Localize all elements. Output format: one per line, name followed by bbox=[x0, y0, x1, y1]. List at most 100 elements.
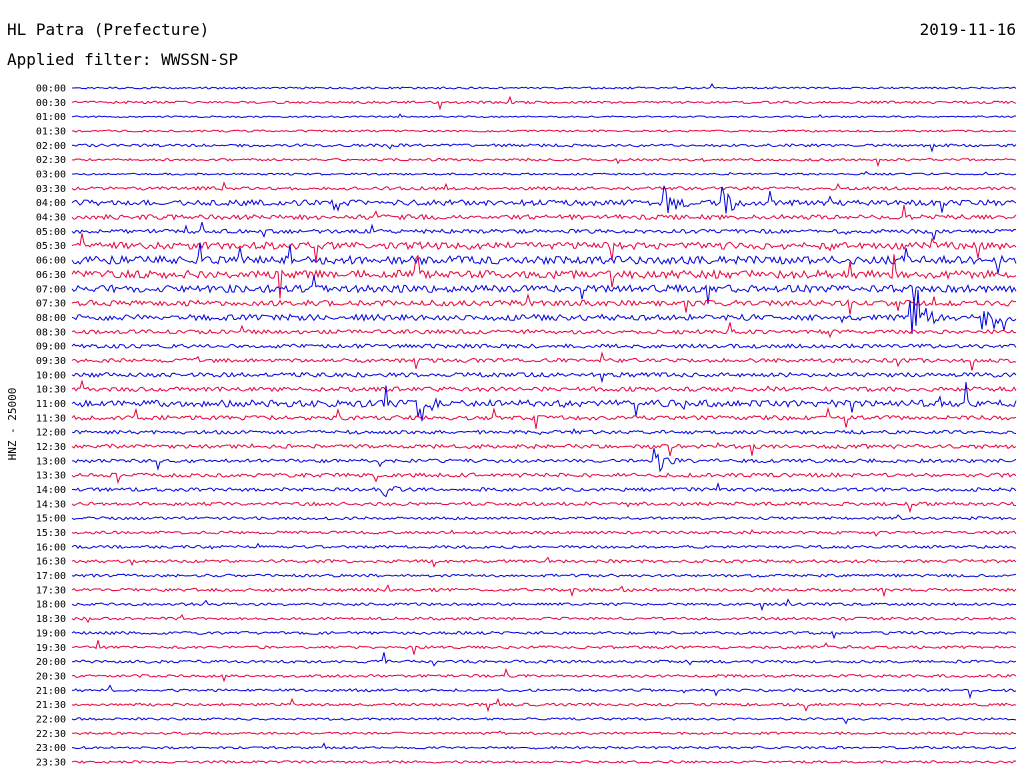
seismic-trace bbox=[71, 170, 1017, 176]
time-label: 07:00 bbox=[36, 284, 66, 295]
time-label: 16:00 bbox=[36, 542, 66, 553]
time-label: 09:30 bbox=[36, 356, 66, 367]
time-label: 13:00 bbox=[36, 456, 66, 467]
time-label: 17:00 bbox=[36, 571, 66, 582]
seismic-trace bbox=[71, 573, 1017, 578]
time-label: 00:30 bbox=[36, 98, 66, 109]
time-label: 03:00 bbox=[36, 170, 66, 181]
time-label: 01:00 bbox=[36, 112, 66, 123]
filter-label: Applied filter: WWSSN-SP bbox=[7, 50, 239, 69]
seismic-trace bbox=[71, 667, 1017, 683]
time-label: 14:30 bbox=[36, 499, 66, 510]
time-label: 21:30 bbox=[36, 700, 66, 711]
time-label: 23:00 bbox=[36, 743, 66, 754]
seismic-trace bbox=[71, 684, 1017, 700]
time-label: 18:30 bbox=[36, 614, 66, 625]
seismic-trace bbox=[71, 556, 1017, 568]
station-title: HL Patra (Prefecture) bbox=[7, 20, 210, 39]
seismic-trace bbox=[71, 529, 1017, 537]
seismic-trace bbox=[71, 406, 1017, 429]
time-label: 14:00 bbox=[36, 485, 66, 496]
seismic-trace bbox=[71, 185, 1017, 214]
seismic-trace bbox=[71, 275, 1017, 304]
seismic-trace bbox=[71, 221, 1017, 240]
seismic-trace bbox=[71, 448, 1017, 473]
seismic-trace bbox=[71, 322, 1017, 339]
seismic-trace bbox=[71, 379, 1017, 393]
time-label: 04:00 bbox=[36, 198, 66, 209]
time-label: 07:30 bbox=[36, 299, 66, 310]
time-label: 19:30 bbox=[36, 643, 66, 654]
seismic-trace bbox=[71, 472, 1017, 485]
seismic-trace bbox=[71, 242, 1017, 274]
time-label: 15:30 bbox=[36, 528, 66, 539]
time-label: 10:30 bbox=[36, 385, 66, 396]
seismic-trace bbox=[71, 542, 1016, 550]
time-label: 05:30 bbox=[36, 241, 66, 252]
time-label: 22:00 bbox=[36, 714, 66, 725]
time-label: 05:00 bbox=[36, 227, 66, 238]
seismic-trace bbox=[71, 289, 1017, 335]
time-label: 09:00 bbox=[36, 342, 66, 353]
time-label: 19:00 bbox=[36, 628, 66, 639]
time-label: 04:30 bbox=[36, 213, 66, 224]
seismic-trace bbox=[71, 584, 1017, 598]
seismic-trace bbox=[72, 640, 1017, 655]
time-label: 12:00 bbox=[36, 428, 66, 439]
seismic-trace bbox=[71, 630, 1017, 640]
time-label: 06:30 bbox=[36, 270, 66, 281]
time-label: 00:00 bbox=[36, 84, 66, 95]
time-label: 08:30 bbox=[36, 327, 66, 338]
seismic-trace bbox=[71, 129, 1017, 133]
time-label: 08:00 bbox=[36, 313, 66, 324]
time-label: 02:30 bbox=[36, 155, 66, 166]
seismic-trace bbox=[71, 501, 1016, 514]
seismic-trace bbox=[71, 697, 1017, 713]
time-label: 06:00 bbox=[36, 256, 66, 267]
time-label: 11:00 bbox=[36, 399, 66, 410]
seismic-trace bbox=[71, 514, 1017, 521]
seismic-trace bbox=[71, 95, 1017, 111]
seismic-trace bbox=[71, 614, 1017, 624]
seismic-trace bbox=[71, 717, 1017, 725]
seismic-trace bbox=[71, 233, 1017, 262]
time-label: 16:30 bbox=[36, 557, 66, 568]
time-label: 18:00 bbox=[36, 600, 66, 611]
time-label: 01:30 bbox=[36, 127, 66, 138]
time-label: 15:00 bbox=[36, 514, 66, 525]
seismic-trace bbox=[71, 343, 1017, 350]
seismic-trace bbox=[71, 760, 1017, 764]
seismic-trace bbox=[71, 204, 1017, 221]
seismic-trace bbox=[71, 113, 1016, 119]
seismic-trace bbox=[71, 481, 1017, 498]
seismic-trace bbox=[72, 82, 1017, 90]
seismic-trace bbox=[71, 351, 1017, 371]
seismic-trace bbox=[71, 293, 1016, 315]
time-label: 10:00 bbox=[36, 370, 66, 381]
date-label: 2019-11-16 bbox=[919, 20, 1016, 39]
seismic-trace bbox=[71, 157, 1017, 168]
time-label: 12:30 bbox=[36, 442, 66, 453]
time-label: 11:30 bbox=[36, 413, 66, 424]
seismic-trace bbox=[71, 742, 1017, 750]
seismic-trace bbox=[71, 254, 1017, 299]
seismic-trace bbox=[71, 427, 1017, 436]
time-label: 13:30 bbox=[36, 471, 66, 482]
seismic-trace bbox=[71, 143, 1017, 153]
time-label-group: 00:00 00:30 01:00 01:30 02:00 02:30 03:00 03:30… bbox=[36, 84, 66, 769]
seismic-trace bbox=[71, 382, 1017, 422]
time-label: 23:30 bbox=[36, 757, 66, 768]
time-label: 22:30 bbox=[36, 729, 66, 740]
seismic-trace bbox=[71, 652, 1017, 667]
time-label: 20:30 bbox=[36, 671, 66, 682]
seismic-trace bbox=[71, 371, 1017, 384]
time-label: 17:30 bbox=[36, 585, 66, 596]
time-label: 03:30 bbox=[36, 184, 66, 195]
time-label: 20:00 bbox=[36, 657, 66, 668]
seismic-trace bbox=[71, 598, 1016, 612]
seismic-trace bbox=[71, 441, 1017, 457]
seismic-trace bbox=[72, 730, 1016, 736]
trace-group bbox=[71, 82, 1017, 764]
seismic-trace bbox=[71, 181, 1017, 191]
